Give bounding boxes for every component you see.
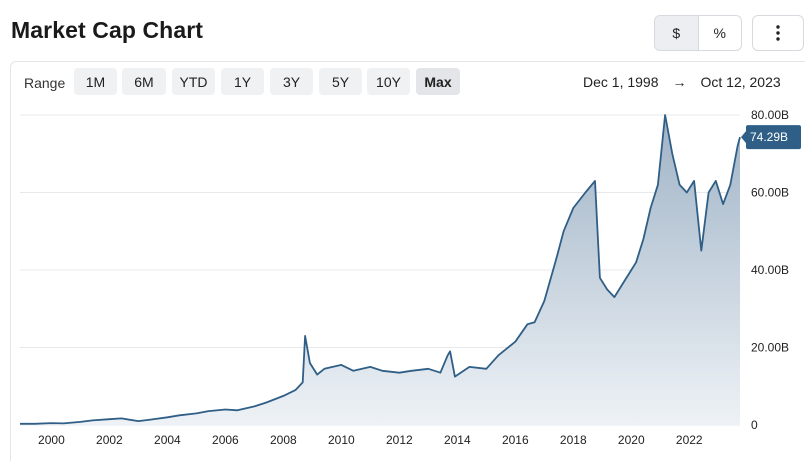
- range-label: Range: [24, 75, 66, 91]
- vertical-ellipsis-icon: [776, 25, 780, 41]
- x-tick-label: 2012: [386, 433, 413, 447]
- x-tick-label: 2002: [96, 433, 123, 447]
- percent-unit-button[interactable]: %: [697, 16, 742, 50]
- x-tick-label: 2008: [270, 433, 297, 447]
- end-date[interactable]: Oct 12, 2023: [700, 74, 781, 90]
- last-value-pointer: [741, 131, 746, 144]
- y-tick-label: 20.00B: [751, 341, 789, 355]
- x-tick-label: 2022: [676, 433, 703, 447]
- range-button-3y[interactable]: 3Y: [270, 68, 313, 95]
- date-range: Dec 1, 1998 → Oct 12, 2023: [583, 74, 781, 90]
- right-arrow-icon: →: [672, 74, 687, 90]
- x-tick-label: 2020: [618, 433, 645, 447]
- start-date[interactable]: Dec 1, 1998: [583, 74, 659, 90]
- page-title: Market Cap Chart: [11, 17, 204, 43]
- x-tick-label: 2004: [154, 433, 181, 447]
- y-tick-label: 60.00B: [751, 186, 789, 200]
- range-button-max[interactable]: Max: [416, 68, 460, 95]
- dollar-unit-button[interactable]: $: [655, 16, 698, 50]
- x-tick-label: 2000: [38, 433, 65, 447]
- x-tick-label: 2018: [560, 433, 587, 447]
- range-button-1m[interactable]: 1M: [74, 68, 117, 95]
- market-cap-line: [20, 114, 741, 425]
- x-tick-label: 2010: [328, 433, 355, 447]
- chart-panel: [10, 61, 805, 461]
- more-options-button[interactable]: [752, 15, 804, 51]
- last-value-badge: [746, 125, 801, 150]
- range-button-1y[interactable]: 1Y: [221, 68, 264, 95]
- unit-toggle: $ %: [654, 15, 742, 51]
- x-tick-label: 2006: [212, 433, 239, 447]
- range-button-10y[interactable]: 10Y: [367, 68, 410, 95]
- market-cap-area: [20, 115, 740, 425]
- y-tick-label: 80.00B: [751, 108, 789, 122]
- range-button-ytd[interactable]: YTD: [172, 68, 215, 95]
- y-tick-label: 0: [751, 418, 758, 432]
- x-tick-label: 2014: [444, 433, 471, 447]
- range-button-5y[interactable]: 5Y: [319, 68, 362, 95]
- range-button-6m[interactable]: 6M: [122, 68, 166, 95]
- last-value-label: 74.29B: [750, 130, 788, 144]
- x-tick-label: 2016: [502, 433, 529, 447]
- y-tick-label: 40.00B: [751, 263, 789, 277]
